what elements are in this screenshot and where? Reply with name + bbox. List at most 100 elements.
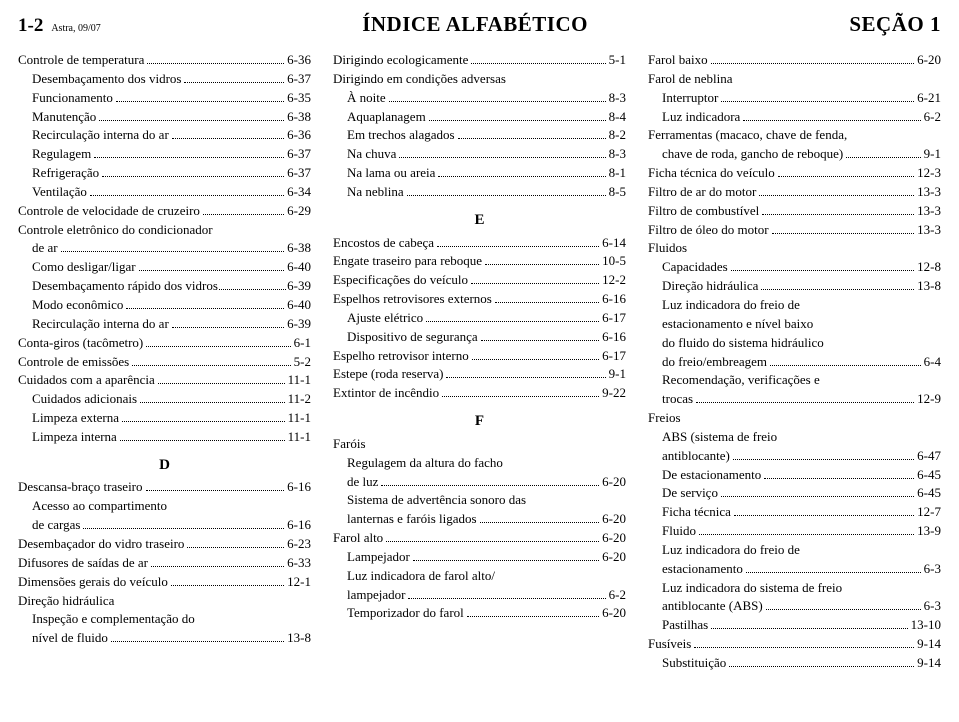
entry-label: Ferramentas (macaco, chave de fenda, xyxy=(648,126,847,145)
entry-label: Substituição xyxy=(662,654,726,673)
entry-leader xyxy=(438,176,605,177)
entry-label: Ventilação xyxy=(32,183,87,202)
entry-ref: 12-3 xyxy=(917,164,941,183)
entry-leader xyxy=(729,666,914,667)
entry-label: Luz indicadora de farol alto/ xyxy=(347,567,495,586)
entry-ref: 6-17 xyxy=(602,309,626,328)
entry-leader xyxy=(146,490,285,491)
entry-leader xyxy=(743,120,920,121)
entry-ref: 6-45 xyxy=(917,466,941,485)
index-entry: Cuidados adicionais11-2 xyxy=(18,390,311,409)
entry-ref: 11-1 xyxy=(288,428,311,447)
entry-ref: 13-10 xyxy=(911,616,941,635)
entry-label: À noite xyxy=(347,89,386,108)
index-entry: Dispositivo de segurança6-16 xyxy=(333,328,626,347)
entry-ref: 11-1 xyxy=(288,409,311,428)
index-entry: Luz indicadora do freio de xyxy=(648,296,941,315)
column-1: Controle de temperatura6-36Desembaçament… xyxy=(18,51,311,673)
index-entry: Lampejador6-20 xyxy=(333,548,626,567)
entry-leader xyxy=(733,459,914,460)
entry-label: Faróis xyxy=(333,435,366,454)
entry-leader xyxy=(90,195,284,196)
entry-leader xyxy=(471,283,599,284)
entry-leader xyxy=(442,396,599,397)
index-entry: de ar6-38 xyxy=(18,239,311,258)
entry-leader xyxy=(102,176,284,177)
column-3: Farol baixo6-20Farol de neblinaInterrupt… xyxy=(648,51,941,673)
index-entry: Limpeza interna11-1 xyxy=(18,428,311,447)
index-entry: Filtro de óleo do motor13-3 xyxy=(648,221,941,240)
entry-label: antiblocante) xyxy=(662,447,730,466)
entry-leader xyxy=(764,478,914,479)
entry-label: Direção hidráulica xyxy=(18,592,114,611)
entry-ref: 13-9 xyxy=(917,522,941,541)
index-entry: Ficha técnica do veículo12-3 xyxy=(648,164,941,183)
entry-ref: 6-37 xyxy=(287,164,311,183)
entry-leader xyxy=(399,157,605,158)
index-entry: Como desligar/ligar6-40 xyxy=(18,258,311,277)
entry-label: Freios xyxy=(648,409,681,428)
entry-ref: 9-1 xyxy=(609,365,626,384)
entry-ref: 9-14 xyxy=(917,654,941,673)
index-entry: Ferramentas (macaco, chave de fenda, xyxy=(648,126,941,145)
index-entry: Farol de neblina xyxy=(648,70,941,89)
index-entry: Temporizador do farol6-20 xyxy=(333,604,626,623)
index-entry: De estacionamento6-45 xyxy=(648,466,941,485)
index-entry: Aquaplanagem8-4 xyxy=(333,108,626,127)
entry-leader xyxy=(111,641,284,642)
index-entry: Recirculação interna do ar6-36 xyxy=(18,126,311,145)
entry-label: Engate traseiro para reboque xyxy=(333,252,482,271)
columns: Controle de temperatura6-36Desembaçament… xyxy=(18,51,941,673)
entry-label: Dirigindo ecologicamente xyxy=(333,51,468,70)
index-entry: De serviço6-45 xyxy=(648,484,941,503)
entry-label: Farol de neblina xyxy=(648,70,732,89)
entry-label: Filtro de ar do motor xyxy=(648,183,756,202)
entry-ref: 6-3 xyxy=(924,597,941,616)
entry-leader xyxy=(437,246,599,247)
entry-label: Funcionamento xyxy=(32,89,113,108)
index-entry: Direção hidráulica13-8 xyxy=(648,277,941,296)
entry-label: Extintor de incêndio xyxy=(333,384,439,403)
entry-label: Recirculação interna do ar xyxy=(32,126,169,145)
entry-label: Dimensões gerais do veículo xyxy=(18,573,168,592)
entry-ref: 6-20 xyxy=(602,604,626,623)
entry-leader xyxy=(766,609,921,610)
entry-ref: 6-35 xyxy=(287,89,311,108)
entry-label: Conta-giros (tacômetro) xyxy=(18,334,143,353)
entry-label: Fluido xyxy=(662,522,696,541)
entry-ref: 12-7 xyxy=(917,503,941,522)
index-entry: Engate traseiro para reboque 10-5 xyxy=(333,252,626,271)
entry-label: do freio/embreagem xyxy=(662,353,767,372)
entry-ref: 12-9 xyxy=(917,390,941,409)
entry-label: estacionamento xyxy=(662,560,743,579)
entry-leader xyxy=(122,421,285,422)
section-label: SEÇÃO 1 xyxy=(849,12,941,37)
index-entry: Capacidades12-8 xyxy=(648,258,941,277)
entry-leader xyxy=(151,566,284,567)
index-entry: Difusores de saídas de ar6-33 xyxy=(18,554,311,573)
entry-leader xyxy=(846,157,920,158)
index-entry: ABS (sistema de freio xyxy=(648,428,941,447)
entry-label: Aquaplanagem xyxy=(347,108,426,127)
entry-label: Espelho retrovisor interno xyxy=(333,347,469,366)
entry-label: Luz indicadora xyxy=(662,108,740,127)
entry-label: Sistema de advertência sonoro das xyxy=(347,491,526,510)
entry-ref: 6-23 xyxy=(287,535,311,554)
entry-leader xyxy=(407,195,606,196)
entry-leader xyxy=(132,365,290,366)
entry-label: Pastilhas xyxy=(662,616,708,635)
entry-ref: 6-1 xyxy=(294,334,311,353)
index-entry: Em trechos alagados8-2 xyxy=(333,126,626,145)
index-entry: Farol baixo6-20 xyxy=(648,51,941,70)
index-entry: trocas12-9 xyxy=(648,390,941,409)
entry-ref: 8-1 xyxy=(609,164,626,183)
index-entry: Sistema de advertência sonoro das xyxy=(333,491,626,510)
entry-label: Cuidados adicionais xyxy=(32,390,137,409)
entry-ref: 6-40 xyxy=(287,258,311,277)
index-entry: Filtro de combustível13-3 xyxy=(648,202,941,221)
entry-label: de cargas xyxy=(32,516,80,535)
entry-leader xyxy=(770,365,921,366)
entry-ref: 10-5 xyxy=(602,252,626,271)
index-entry: Controle de temperatura6-36 xyxy=(18,51,311,70)
entry-label: Na lama ou areia xyxy=(347,164,435,183)
